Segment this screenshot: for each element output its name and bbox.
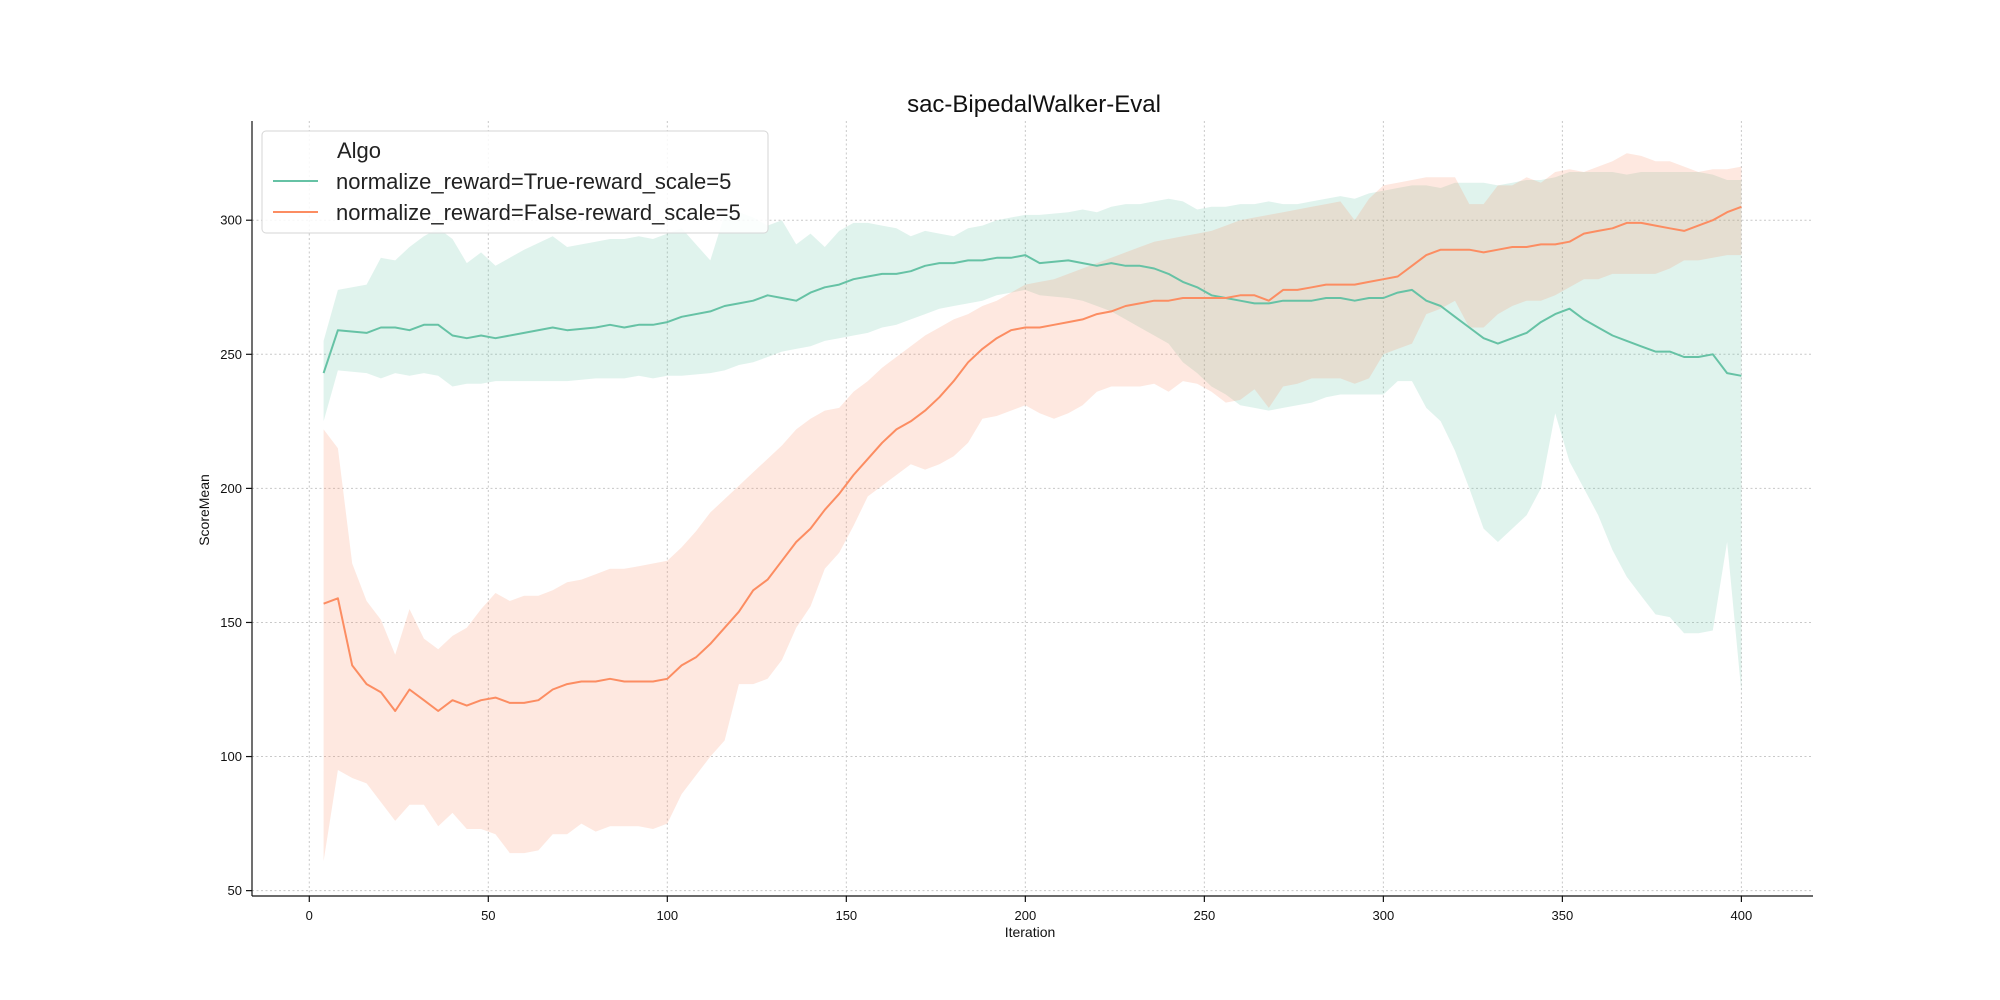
- chart-title: sac-BipedalWalker-Eval: [907, 91, 1161, 118]
- series-lines: [322, 205, 1742, 712]
- legend-frame: [261, 130, 769, 234]
- x-tick-label-50: 50: [481, 908, 495, 923]
- x-tick-label-350: 350: [1552, 908, 1574, 923]
- x-tick-label-100: 100: [656, 908, 678, 923]
- y-tick-label-150: 150: [220, 615, 242, 630]
- y-tick-label-250: 250: [220, 347, 242, 362]
- legend-entry-normalize-false: normalize_reward=False-reward_scale=5: [336, 200, 741, 225]
- legend-entry-normalize-true: normalize_reward=True-reward_scale=5: [336, 169, 731, 194]
- x-tick-label-0: 0: [306, 908, 313, 923]
- y-axis-ticks: 50 100 150 200 250 300: [220, 213, 252, 898]
- x-tick-label-400: 400: [1731, 908, 1753, 923]
- y-tick-label-50: 50: [228, 883, 242, 898]
- y-axis-label: ScoreMean: [196, 474, 212, 546]
- x-axis-label: Iteration: [1005, 924, 1056, 940]
- x-tick-label-300: 300: [1373, 908, 1395, 923]
- legend: Algo normalize_reward=True-reward_scale=…: [261, 130, 769, 234]
- line-series-1: [323, 205, 1742, 712]
- y-tick-label-300: 300: [220, 213, 242, 228]
- band-series-0: [323, 172, 1742, 693]
- band-series-1: [323, 153, 1742, 862]
- legend-title: Algo: [337, 138, 381, 163]
- x-tick-label-200: 200: [1014, 908, 1036, 923]
- x-tick-label-150: 150: [835, 908, 857, 923]
- axes: [251, 121, 1813, 897]
- grid-lines: [252, 121, 1813, 896]
- line-series-0: [322, 254, 1742, 377]
- y-tick-label-200: 200: [220, 481, 242, 496]
- y-tick-label-100: 100: [220, 749, 242, 764]
- x-tick-label-250: 250: [1194, 908, 1216, 923]
- confidence-bands: [323, 153, 1742, 862]
- x-axis-ticks: 0 50 100 150 200 250 300 350 400: [306, 896, 1753, 923]
